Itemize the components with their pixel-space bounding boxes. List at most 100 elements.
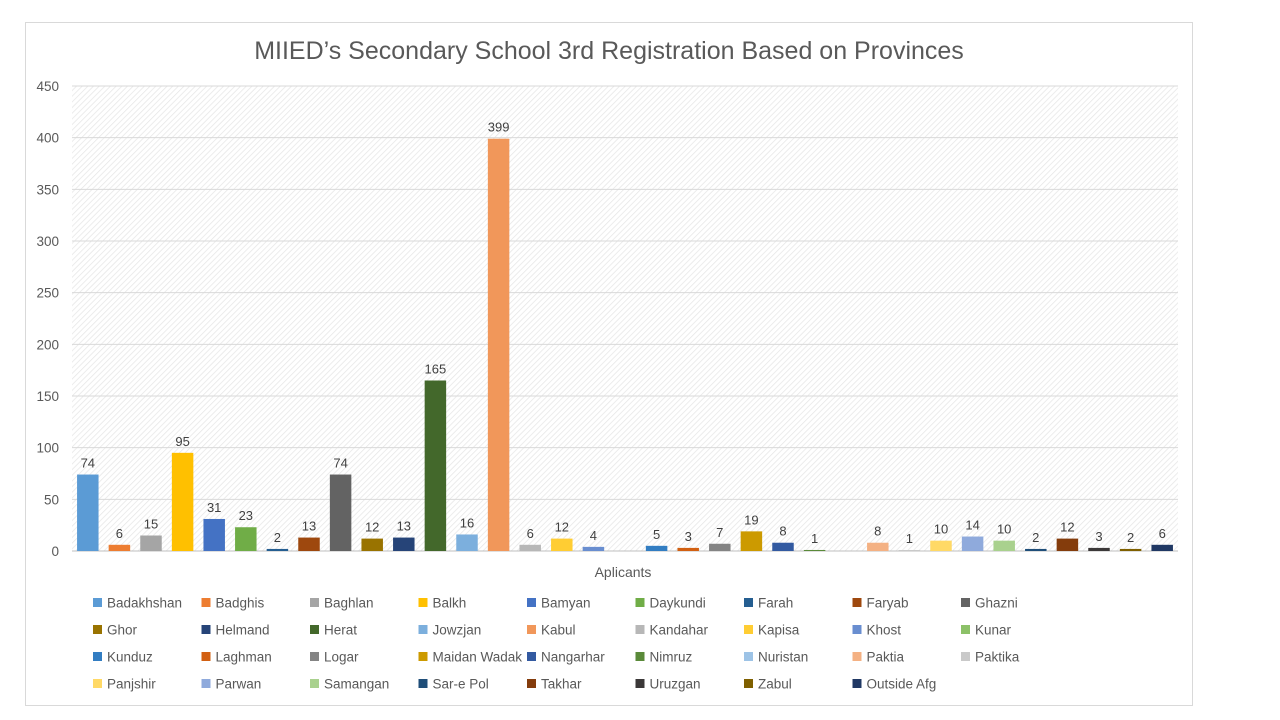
legend-swatch [527, 625, 536, 634]
legend-swatch [201, 625, 211, 634]
legend-label: Kapisa [758, 623, 800, 638]
chart-frame: 0 50 100 150 200 250 300 350 400 450 74 6 15 95 31 23 2… [25, 22, 1193, 706]
bar [77, 474, 99, 551]
bar [424, 380, 447, 551]
bar [709, 543, 731, 551]
data-label: 95 [175, 434, 189, 449]
bar [266, 548, 289, 551]
y-tick-label: 400 [36, 131, 59, 146]
y-tick-label: 0 [51, 544, 59, 559]
legend-swatch [635, 679, 645, 688]
legend-label: Khost [867, 623, 902, 638]
legend-label: Ghazni [975, 596, 1018, 611]
data-label: 5 [653, 527, 660, 542]
data-label: 14 [965, 518, 979, 533]
bar [740, 531, 763, 551]
legend-label: Herat [324, 623, 357, 638]
legend-swatch [93, 625, 102, 634]
bar [961, 536, 984, 551]
bar [677, 547, 699, 551]
legend-swatch [418, 679, 428, 688]
data-label: 165 [425, 362, 447, 377]
data-label: 74 [333, 456, 347, 471]
data-label: 6 [1159, 526, 1166, 541]
data-label: 23 [239, 508, 253, 523]
bar [645, 545, 668, 551]
legend-label: Faryab [867, 596, 909, 611]
data-label: 3 [1095, 529, 1102, 544]
legend-label: Sar-e Pol [433, 677, 489, 692]
y-tick-label: 250 [36, 286, 59, 301]
legend-label: Paktika [975, 650, 1020, 665]
legend-swatch [744, 625, 753, 634]
legend-swatch [961, 625, 970, 634]
bar [487, 138, 510, 551]
legend-swatch [961, 598, 970, 607]
data-label: 6 [116, 526, 123, 541]
y-tick-label: 300 [36, 234, 59, 249]
legend-swatch [744, 679, 753, 688]
data-label: 74 [81, 456, 95, 471]
y-tick-label: 450 [36, 79, 59, 94]
data-label: 3 [685, 529, 692, 544]
bar [108, 544, 131, 551]
legend-swatch [635, 625, 645, 634]
bar [298, 537, 320, 551]
bar [456, 534, 478, 551]
legend-label: Kunar [975, 623, 1012, 638]
legend-label: Balkh [433, 596, 467, 611]
legend-label: Logar [324, 650, 359, 665]
data-label: 2 [274, 530, 281, 545]
legend-swatch [418, 652, 428, 661]
data-label: 2 [1127, 530, 1134, 545]
legend-label: Nuristan [758, 650, 808, 665]
legend-swatch [310, 598, 319, 607]
legend-label: Nimruz [650, 650, 693, 665]
legend-label: Parwan [216, 677, 262, 692]
gridlines [72, 85, 1178, 552]
legend-label: Daykundi [650, 596, 706, 611]
legend-swatch [527, 598, 536, 607]
bar [235, 527, 257, 551]
data-label: 399 [488, 120, 510, 135]
legend-label: Bamyan [541, 596, 591, 611]
legend-swatch [310, 625, 319, 634]
legend-swatch [93, 598, 102, 607]
data-label: 13 [302, 519, 316, 534]
legend-label: Nangarhar [541, 650, 605, 665]
data-label: 8 [874, 524, 881, 539]
bar [993, 540, 1015, 551]
bar [519, 544, 541, 551]
legend: Badakhshan Badghis Baghlan Balkh Bamyan Dayku… [93, 596, 1020, 692]
bar [551, 538, 573, 551]
legend-label: Badakhshan [107, 596, 182, 611]
legend-swatch [744, 598, 753, 607]
data-label: 1 [811, 531, 818, 546]
legend-label: Outside Afg [867, 677, 937, 692]
legend-swatch [310, 652, 319, 661]
data-label: 12 [365, 520, 379, 535]
data-label: 31 [207, 500, 221, 515]
bars [77, 138, 1173, 551]
legend-label: Paktia [867, 650, 905, 665]
bar [171, 452, 194, 551]
legend-swatch [201, 598, 211, 607]
chart-title: MIIED’s Secondary School 3rd Registratio… [254, 37, 964, 65]
legend-swatch [93, 652, 102, 661]
legend-label: Uruzgan [650, 677, 701, 692]
data-label: 6 [527, 526, 534, 541]
bar [203, 518, 225, 551]
legend-swatch [852, 652, 862, 661]
y-axis-ticks: 0 50 100 150 200 250 300 350 400 450 [36, 79, 59, 559]
legend-swatch [93, 679, 102, 688]
data-label: 10 [997, 522, 1011, 537]
data-label: 16 [460, 515, 474, 530]
y-tick-label: 50 [44, 492, 59, 507]
data-label: 19 [744, 512, 758, 527]
legend-swatch [852, 598, 862, 607]
bar [361, 538, 383, 551]
legend-label: Panjshir [107, 677, 156, 692]
y-tick-label: 350 [36, 182, 59, 197]
legend-swatch [418, 598, 428, 607]
x-axis-title: Aplicants [595, 564, 652, 580]
